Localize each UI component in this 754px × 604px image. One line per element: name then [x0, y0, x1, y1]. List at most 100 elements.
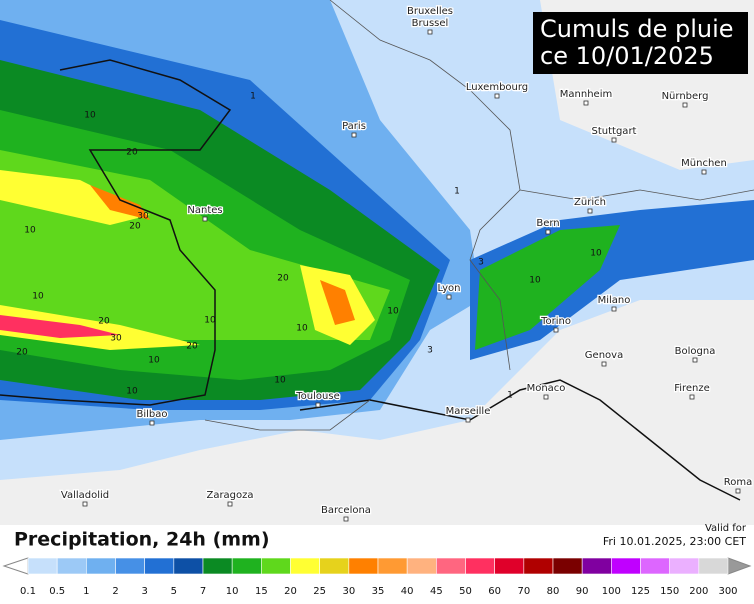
colorbar-cell — [86, 557, 116, 575]
colorbar-cell — [406, 557, 437, 575]
colorbar-cell — [552, 557, 583, 575]
contour-label: 10 — [204, 316, 216, 326]
valid-time: Fri 10.01.2025, 23:00 CET — [603, 535, 746, 548]
colorbar-tick-label: 70 — [517, 586, 530, 597]
contour-label: 20 — [129, 222, 141, 232]
colorbar-cell — [523, 557, 554, 575]
contour-label: 10 — [296, 324, 308, 334]
city-label: Bern — [536, 218, 559, 229]
colorbar-tick-label: 0.1 — [20, 586, 36, 597]
contour-label: 10 — [84, 111, 96, 121]
title-line: ce 10/01/2025 — [540, 42, 714, 70]
colorbar-cell — [27, 557, 58, 575]
contour-label: 20 — [98, 317, 110, 327]
city-label: Nürnberg — [662, 91, 709, 102]
city-label: Torino — [540, 316, 571, 327]
contour-label: 30 — [110, 334, 122, 344]
city-label: Nantes — [187, 205, 222, 216]
contour-label: 1 — [507, 391, 513, 401]
colorbar-tick-label: 10 — [226, 586, 239, 597]
contour-label: 10 — [529, 276, 541, 286]
city-label: Valladolid — [61, 490, 109, 501]
colorbar-cell — [231, 557, 262, 575]
colorbar-tick-label: 30 — [342, 586, 355, 597]
colorbar-tick-label: 2 — [112, 586, 118, 597]
colorbar-tick-label: 20 — [284, 586, 297, 597]
colorbar-cell — [261, 557, 291, 575]
colorbar-tick-label: 0.5 — [49, 586, 65, 597]
city-label: Toulouse — [295, 391, 339, 402]
colorbar-cell — [290, 557, 320, 575]
colorbar-cell — [319, 557, 350, 575]
contour-label: 3 — [427, 346, 433, 356]
colorbar-tick-label: 3 — [141, 586, 147, 597]
contour-label: 20 — [126, 148, 138, 158]
city-label: Milano — [598, 295, 631, 306]
contour-label: 10 — [24, 226, 36, 236]
city-label: Bruxelles — [407, 6, 453, 17]
city-marker — [465, 417, 471, 423]
colorbar-cell — [377, 557, 408, 575]
colorbar-tick-label: 100 — [602, 586, 621, 597]
rain-field — [0, 0, 754, 480]
city-label: Zaragoza — [206, 490, 253, 501]
colorbar-cell — [115, 557, 145, 575]
contour-label: 1 — [250, 92, 256, 102]
colorbar-tick-label: 7 — [200, 586, 206, 597]
city-marker — [343, 516, 349, 522]
colorbar-tick-label: 125 — [631, 586, 650, 597]
contour-label: 10 — [148, 356, 160, 366]
contour-label: 3 — [478, 258, 484, 268]
colorbar-cell — [465, 557, 495, 575]
city-marker — [611, 306, 617, 312]
contour-label: 20 — [16, 348, 28, 358]
colorbar-tick-label: 50 — [459, 586, 472, 597]
contour-label: 10 — [274, 376, 286, 386]
city-label: Genova — [585, 350, 623, 361]
title-box — [533, 12, 748, 74]
city-label: Luxembourg — [466, 82, 528, 93]
city-label: Mannheim — [560, 89, 612, 100]
legend-title: Precipitation, 24h (mm) — [14, 529, 270, 551]
colorbar-cell — [581, 557, 612, 575]
colorbar-tick-label: 45 — [430, 586, 443, 597]
city-label: Paris — [342, 121, 366, 132]
city-marker — [543, 394, 549, 400]
colorbar-cell — [56, 557, 87, 575]
city-marker — [446, 294, 452, 300]
contour-label: 1 — [454, 187, 460, 197]
city-marker — [587, 208, 593, 214]
colorbar-cell — [669, 557, 700, 575]
city-marker — [735, 488, 741, 494]
city-label: Lyon — [437, 283, 460, 294]
colorbar-tick-label: 60 — [488, 586, 501, 597]
coastline — [0, 59, 741, 501]
city-marker — [149, 420, 155, 426]
city-marker — [689, 394, 695, 400]
colorbar-tick-label: 25 — [313, 586, 326, 597]
city-marker — [427, 29, 433, 35]
title-line: Cumuls de pluie — [540, 15, 734, 43]
city-label: Barcelona — [321, 505, 371, 516]
colorbar-cell — [640, 557, 670, 575]
colorbar-tick-label: 35 — [372, 586, 385, 597]
city-marker — [494, 93, 500, 99]
colorbar-cell — [348, 557, 379, 575]
colorbar-cell — [436, 557, 466, 575]
city-marker — [227, 501, 233, 507]
city-label: Monaco — [527, 383, 566, 394]
contour-label: 10 — [387, 307, 399, 317]
city-marker — [202, 216, 208, 222]
colorbar-cell — [611, 557, 641, 575]
city-label: Stuttgart — [592, 126, 637, 137]
city-marker — [553, 327, 559, 333]
contour-label: 20 — [186, 342, 198, 352]
city-marker — [701, 169, 707, 175]
valid-label: Valid for — [705, 523, 747, 534]
colorbar: 0.1 0.5 1 2 3 5 7 10 15 20 25 30 35 40 45 50 60 70 80 90 100… — [20, 557, 738, 597]
colorbar-cell — [173, 557, 204, 575]
city-marker — [601, 361, 607, 367]
contour-label: 10 — [126, 387, 138, 397]
city-marker — [82, 501, 88, 507]
city-label: Zürich — [574, 197, 606, 208]
